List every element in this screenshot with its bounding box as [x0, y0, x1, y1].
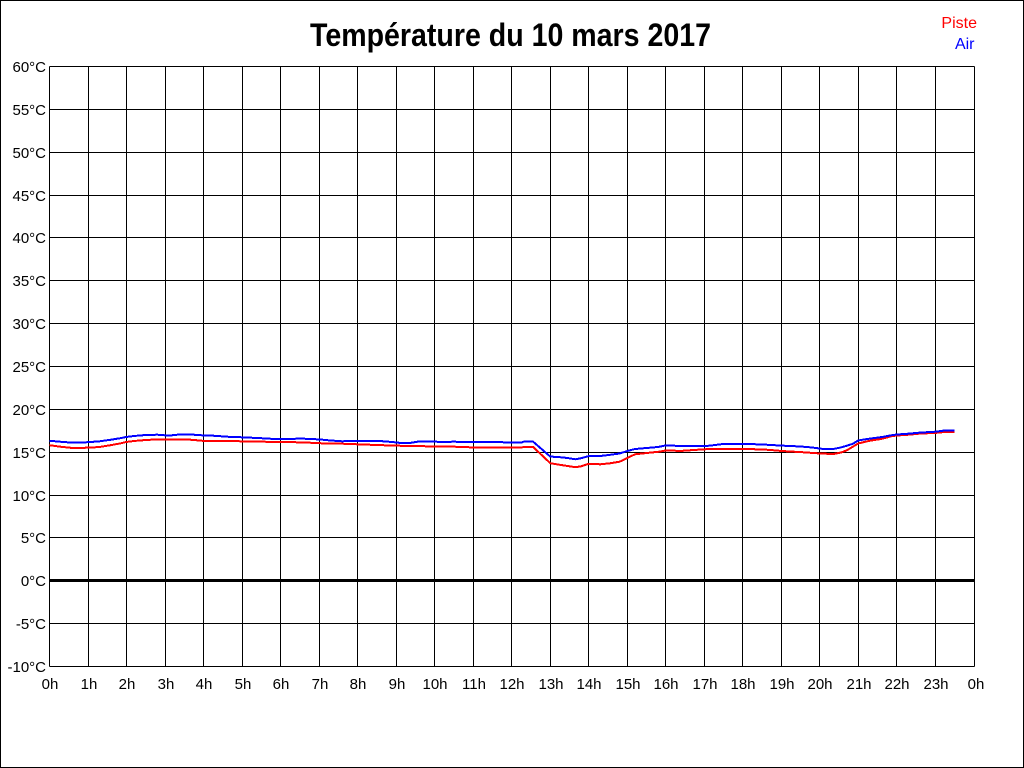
svg-text:15h: 15h: [615, 676, 640, 693]
svg-text:40°C: 40°C: [12, 230, 46, 247]
svg-text:23h: 23h: [923, 676, 948, 693]
svg-text:8h: 8h: [350, 676, 367, 693]
svg-text:17h: 17h: [692, 676, 717, 693]
svg-text:60°C: 60°C: [12, 59, 46, 76]
svg-text:21h: 21h: [846, 676, 871, 693]
svg-text:7h: 7h: [312, 676, 329, 693]
svg-text:16h: 16h: [653, 676, 678, 693]
svg-text:Piste: Piste: [941, 15, 977, 32]
svg-text:0h: 0h: [968, 676, 985, 693]
svg-text:30°C: 30°C: [12, 316, 46, 333]
svg-text:35°C: 35°C: [12, 273, 46, 290]
svg-text:22h: 22h: [884, 676, 909, 693]
svg-text:0°C: 0°C: [21, 573, 46, 590]
svg-text:5h: 5h: [235, 676, 252, 693]
svg-text:-10°C: -10°C: [7, 659, 46, 676]
svg-text:10h: 10h: [422, 676, 447, 693]
svg-text:20h: 20h: [807, 676, 832, 693]
svg-text:50°C: 50°C: [12, 145, 46, 162]
svg-text:10°C: 10°C: [12, 488, 46, 505]
svg-text:11h: 11h: [462, 676, 486, 693]
svg-text:45°C: 45°C: [12, 188, 46, 205]
svg-text:55°C: 55°C: [12, 102, 46, 119]
svg-text:3h: 3h: [158, 676, 175, 693]
svg-text:Air: Air: [955, 36, 975, 53]
svg-text:12h: 12h: [499, 676, 524, 693]
svg-text:25°C: 25°C: [12, 359, 46, 376]
svg-text:20°C: 20°C: [12, 402, 46, 419]
svg-text:14h: 14h: [576, 676, 601, 693]
svg-text:19h: 19h: [769, 676, 794, 693]
svg-text:5°C: 5°C: [21, 530, 46, 547]
svg-text:18h: 18h: [730, 676, 755, 693]
svg-text:6h: 6h: [273, 676, 290, 693]
svg-text:Température du 10 mars 2017: Température du 10 mars 2017: [310, 17, 711, 53]
svg-text:13h: 13h: [538, 676, 563, 693]
svg-text:9h: 9h: [389, 676, 406, 693]
svg-text:0h: 0h: [42, 676, 59, 693]
svg-text:2h: 2h: [119, 676, 136, 693]
svg-text:4h: 4h: [196, 676, 213, 693]
svg-text:1h: 1h: [81, 676, 98, 693]
svg-text:-5°C: -5°C: [16, 616, 46, 633]
svg-text:15°C: 15°C: [12, 445, 46, 462]
